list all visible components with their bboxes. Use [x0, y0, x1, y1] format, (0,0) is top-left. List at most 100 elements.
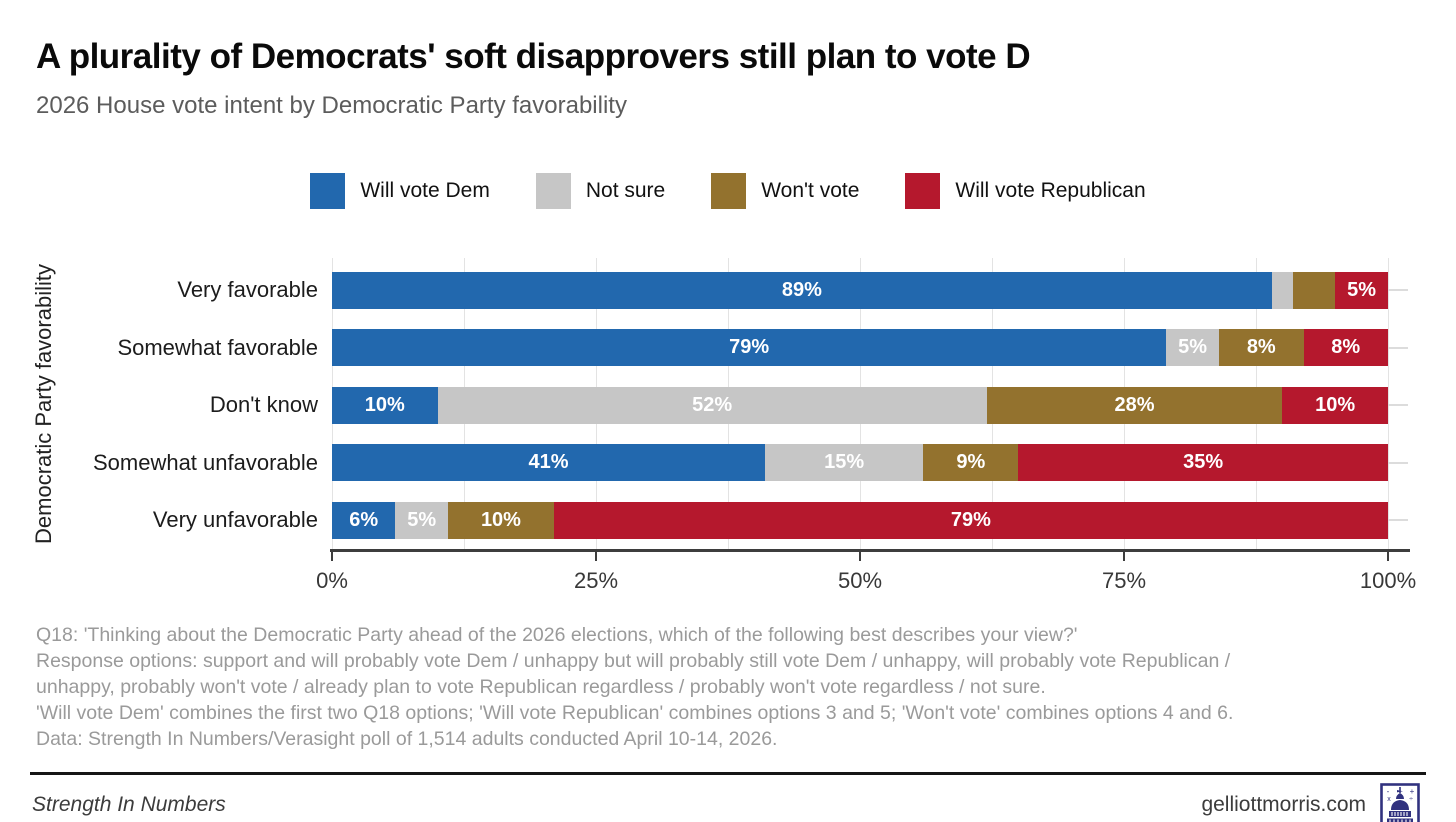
legend: Will vote Dem Not sure Won't vote Will vote… [0, 172, 1456, 210]
bar-value-label: 79% [950, 508, 991, 531]
stacked-bar: 6% 5% 10% 79% [332, 501, 1388, 539]
stacked-bar-chart: Democratic Party favorability Very favor… [0, 257, 1456, 608]
page-title: A plurality of Democrats' soft disapprov… [36, 37, 1031, 76]
bar-track: 41% 15% 9% 35% [332, 444, 1388, 481]
stacked-bar: 10% 52% 28% 10% [332, 386, 1388, 424]
bar-segment: 79% [332, 329, 1167, 366]
bar-segment: 9% [923, 444, 1019, 481]
category-label: Somewhat favorable [117, 334, 318, 360]
x-axis-tick [859, 551, 861, 561]
gridline-vertical [1388, 257, 1389, 550]
bar-row: Very favorable 89% 5% [0, 271, 1456, 309]
legend-swatch-3 [711, 172, 747, 209]
legend-label: Will vote Republican [955, 178, 1146, 202]
footer-divider [30, 771, 1426, 775]
bar-value-label: 35% [1183, 451, 1224, 473]
footnotes: Q18: 'Thinking about the Democratic Part… [36, 622, 1420, 752]
footnote-line: unhappy, probably won't vote / already p… [36, 675, 1046, 698]
bar-value-label: 8% [1246, 336, 1276, 358]
bar-value-label: 9% [956, 451, 986, 473]
bar-value-label: 5% [407, 508, 437, 531]
bar-segment: 5% [395, 501, 449, 539]
bar-row: Very unfavorable 6% 5% 10% 79% [0, 501, 1456, 539]
bar-value-label: 89% [781, 278, 822, 301]
x-axis-tick [1123, 551, 1125, 561]
bar-segment: 5% [1166, 329, 1220, 366]
legend-swatch-1 [310, 172, 346, 209]
legend-item: Will vote Republican [905, 172, 1146, 209]
bar-value-label: 10% [480, 508, 521, 531]
footnote-line: Response options: support and will proba… [36, 649, 1231, 672]
bar-segment: 35% [1018, 444, 1388, 481]
stacked-bar: 79% 5% 8% 8% [332, 329, 1388, 366]
bar-segment: 8% [1219, 329, 1304, 366]
bar-value-label: 5% [1347, 278, 1377, 301]
x-axis-tick-label: 100% [1359, 567, 1417, 593]
footnote-line: Q18: 'Thinking about the Democratic Part… [36, 623, 1078, 646]
bar-segment: 10% [1282, 386, 1388, 424]
x-axis-tick [1387, 551, 1389, 561]
svg-text:-: - [1387, 787, 1390, 796]
bar-segment: 10% [332, 386, 438, 424]
bar-row: Somewhat unfavorable 41% 15% 9% 35% [0, 444, 1456, 481]
legend-item: Will vote Dem [310, 172, 490, 209]
bar-track: 10% 52% 28% 10% [332, 386, 1388, 424]
bar-value-label: 15% [824, 451, 865, 473]
page-subtitle: 2026 House vote intent by Democratic Par… [36, 91, 627, 119]
legend-label: Will vote Dem [360, 178, 490, 202]
legend-label: Not sure [585, 178, 666, 202]
bar-segment: 28% [986, 386, 1283, 424]
legend-swatch-2 [535, 172, 571, 209]
bar-track: 6% 5% 10% 79% [332, 501, 1388, 539]
bar-segment: 6% [332, 501, 396, 539]
bar-value-label: 10% [1315, 393, 1356, 416]
x-axis-tick-label: 25% [573, 567, 619, 593]
bar-track: 89% 5% [332, 271, 1388, 309]
footnote-line: Data: Strength In Numbers/Verasight poll… [36, 727, 778, 750]
svg-text:+: + [1410, 787, 1415, 796]
footer-right: gelliottmorris.com - [1201, 782, 1420, 822]
bar-segment [1292, 271, 1336, 309]
category-label: Very unfavorable [152, 507, 318, 532]
bar-row: Don't know 10% 52% 28% 10% [0, 386, 1456, 424]
capitol-logo-icon: - + x ÷ [1380, 782, 1420, 822]
header: A plurality of Democrats' soft disapprov… [0, 0, 1456, 120]
bar-value-label: 28% [1114, 393, 1155, 416]
footer: Strength In Numbers gelliottmorris.com [0, 775, 1456, 822]
bar-value-label: 6% [349, 508, 379, 531]
legend-item: Won't vote [711, 172, 860, 209]
bar-value-label: 52% [692, 393, 733, 416]
website-link[interactable]: gelliottmorris.com [1201, 792, 1366, 816]
category-label: Don't know [209, 392, 318, 417]
svg-text:÷: ÷ [1409, 796, 1413, 803]
x-axis-tick-label: 50% [837, 567, 883, 593]
bar-segment: 52% [437, 386, 987, 424]
x-axis-line [330, 548, 1410, 552]
bar-segment: 10% [448, 501, 554, 539]
footnote-line: 'Will vote Dem' combines the first two Q… [36, 701, 1234, 724]
stacked-bar: 41% 15% 9% 35% [332, 444, 1388, 481]
legend-item: Not sure [535, 172, 666, 209]
legend-label: Won't vote [761, 178, 860, 202]
bar-segment: 89% [332, 271, 1272, 309]
bar-value-label: 8% [1331, 336, 1361, 358]
bar-segment: 5% [1335, 271, 1388, 309]
stacked-bar: 89% 5% [332, 271, 1388, 309]
legend-swatch-4 [905, 172, 941, 209]
bar-value-label: 79% [729, 336, 770, 358]
x-axis-tick-label: 0% [316, 567, 348, 593]
bar-track: 79% 5% 8% 8% [332, 329, 1388, 366]
bar-segment: 8% [1303, 329, 1388, 366]
bar-segment: 41% [332, 444, 765, 481]
x-axis-tick [331, 551, 333, 561]
x-axis-tick-label: 75% [1101, 567, 1147, 593]
category-label: Very favorable [177, 277, 318, 302]
brand-name: Strength In Numbers [32, 792, 226, 816]
bar-segment [1271, 271, 1293, 309]
bar-segment: 79% [553, 501, 1388, 539]
bar-row: Somewhat favorable 79% 5% 8% 8% [0, 329, 1456, 366]
bar-value-label: 10% [364, 393, 405, 416]
bar-value-label: 5% [1178, 336, 1208, 358]
x-axis-tick [595, 551, 597, 561]
